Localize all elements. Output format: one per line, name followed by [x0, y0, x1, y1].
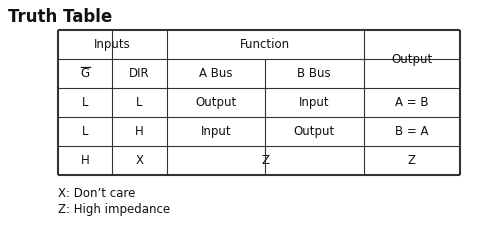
Text: H: H — [81, 154, 90, 167]
Text: B = A: B = A — [395, 125, 429, 138]
Text: Input: Input — [299, 96, 330, 109]
Text: Output: Output — [391, 52, 433, 65]
Text: Truth Table: Truth Table — [8, 8, 112, 26]
Text: X: Don’t care: X: Don’t care — [58, 187, 136, 200]
Text: Input: Input — [201, 125, 231, 138]
Text: L: L — [82, 125, 89, 138]
Text: Inputs: Inputs — [94, 38, 131, 51]
Text: Output: Output — [294, 125, 335, 138]
Text: A Bus: A Bus — [199, 67, 232, 80]
Text: L: L — [136, 96, 143, 109]
Text: Z: High impedance: Z: High impedance — [58, 203, 170, 216]
Text: H: H — [135, 125, 144, 138]
Text: DIR: DIR — [129, 67, 150, 80]
Text: Output: Output — [195, 96, 237, 109]
Text: B Bus: B Bus — [297, 67, 331, 80]
Text: A = B: A = B — [395, 96, 429, 109]
Text: Function: Function — [240, 38, 290, 51]
Text: Z: Z — [261, 154, 269, 167]
Text: Z: Z — [408, 154, 416, 167]
Text: L: L — [82, 96, 89, 109]
Text: X: X — [136, 154, 143, 167]
Text: G: G — [80, 67, 90, 80]
